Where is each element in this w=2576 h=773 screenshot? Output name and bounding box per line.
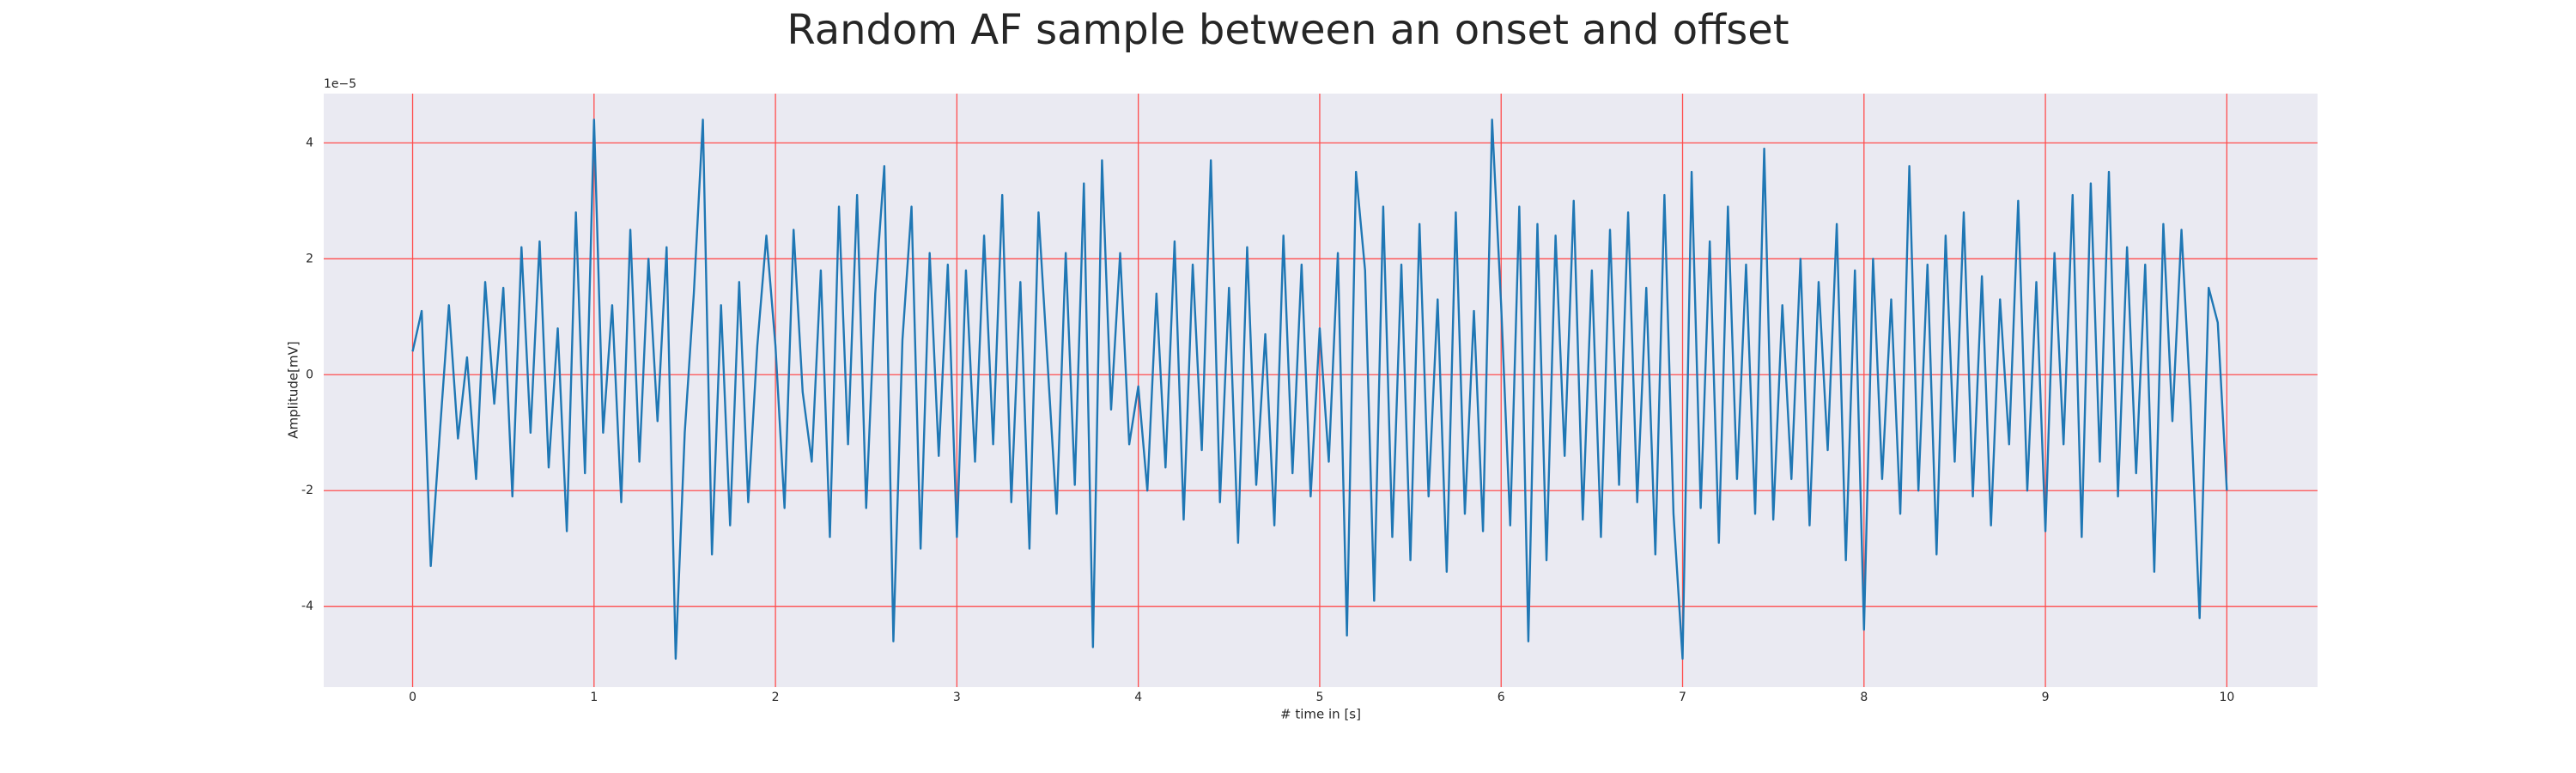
plot-background bbox=[324, 94, 2318, 687]
x-tick-label: 5 bbox=[1315, 691, 1323, 704]
signal-line bbox=[411, 119, 2228, 660]
y-tick-label: -2 bbox=[301, 484, 313, 497]
x-tick-label: 2 bbox=[772, 691, 780, 704]
x-tick-label: 3 bbox=[953, 691, 961, 704]
chart-title: Random AF sample between an onset and of… bbox=[787, 6, 1789, 54]
y-tick-label: 2 bbox=[306, 252, 313, 265]
y-axis-label: Amplitude[mV] bbox=[286, 341, 301, 438]
y-tick-label: 4 bbox=[306, 136, 313, 149]
x-axis-label: # time in [s] bbox=[1280, 707, 1361, 722]
x-tick-label: 10 bbox=[2219, 691, 2234, 704]
x-tick-label: 4 bbox=[1134, 691, 1142, 704]
y-offset-label: 1e−5 bbox=[324, 77, 356, 91]
x-tick-label: 1 bbox=[590, 691, 598, 704]
x-tick-label: 6 bbox=[1498, 691, 1505, 704]
x-tick-label: 0 bbox=[409, 691, 416, 704]
y-tick-label: -4 bbox=[301, 600, 313, 613]
x-tick-label: 7 bbox=[1679, 691, 1686, 704]
y-tick-label: 0 bbox=[306, 368, 313, 381]
x-tick-label: 9 bbox=[2042, 691, 2050, 704]
x-tick-label: 8 bbox=[1860, 691, 1868, 704]
